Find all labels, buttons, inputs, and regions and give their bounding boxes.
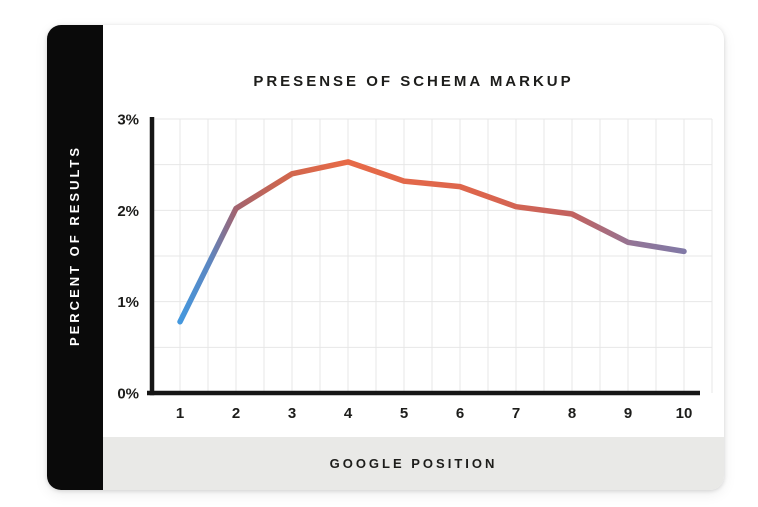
schema-markup-line <box>177 159 687 325</box>
x-tick-label: 6 <box>456 405 464 422</box>
y-tick-label: 2% <box>117 203 139 220</box>
y-tick-label: 3% <box>117 112 139 129</box>
y-axis-title: PERCENT OF RESULTS <box>67 144 83 347</box>
line-chart: 0% 1% 2% 3% 1 2 3 4 5 6 7 8 9 10 <box>117 112 713 422</box>
x-tick-label: 5 <box>400 405 408 422</box>
x-tick-label: 1 <box>176 405 184 422</box>
x-axis-title-bar: GOOGLE POSITION <box>103 437 724 490</box>
x-tick-label: 10 <box>676 405 693 422</box>
x-tick-label: 4 <box>344 405 353 422</box>
x-axis-title: GOOGLE POSITION <box>329 456 498 471</box>
x-tick-label: 2 <box>232 405 240 422</box>
y-axis-title-bar: PERCENT OF RESULTS <box>47 25 103 490</box>
x-tick-label: 8 <box>568 405 576 422</box>
x-tick-label: 7 <box>512 405 520 422</box>
y-tick-label: 0% <box>117 386 139 403</box>
x-tick-label: 9 <box>624 405 632 422</box>
y-tick-label: 1% <box>117 294 139 311</box>
chart-title: PRESENSE OF SCHEMA MARKUP <box>253 73 574 90</box>
x-tick-label: 3 <box>288 405 296 422</box>
chart-area: PRESENSE OF SCHEMA MARKUP 0% 1% 2% 3% 1 2 3 4 5 6… <box>103 25 724 490</box>
chart-card: PERCENT OF RESULTS PRESENSE OF SCHEMA MA… <box>47 25 724 490</box>
